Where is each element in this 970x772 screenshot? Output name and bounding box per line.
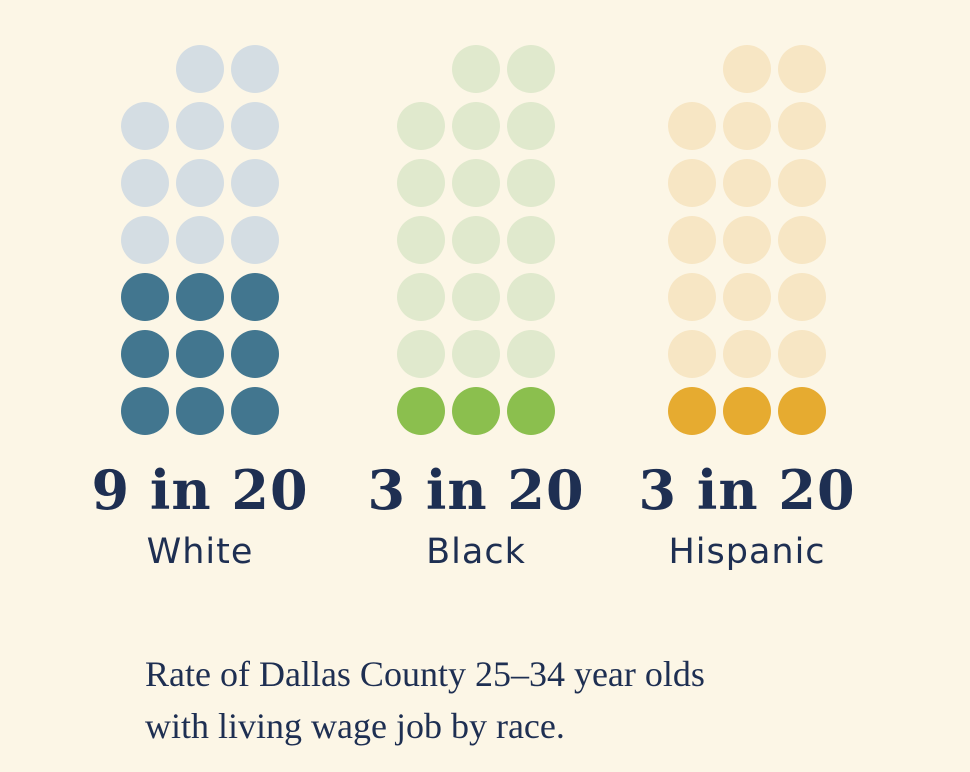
dot-black-empty-17 [452, 102, 500, 150]
dot-hispanic-filled-1 [668, 387, 716, 435]
dot-hispanic-empty-11 [723, 216, 771, 264]
label-hispanic: Hispanic [668, 532, 826, 572]
label-black: Black [426, 532, 526, 572]
stat-hispanic: 3 in 20 [638, 458, 856, 522]
chart-caption: Rate of Dallas County 25–34 year olds wi… [145, 648, 885, 752]
dot-black-empty-10 [397, 216, 445, 264]
dot-black-filled-1 [397, 387, 445, 435]
dot-hispanic-empty-16 [668, 102, 716, 150]
dot-white-filled-8 [176, 273, 224, 321]
dot-white-filled-3 [231, 387, 279, 435]
dot-hispanic-empty-5 [723, 330, 771, 378]
dot-hispanic-empty-6 [778, 330, 826, 378]
dot-black-empty-7 [397, 273, 445, 321]
dot-hispanic-empty-20 [778, 45, 826, 93]
dot-white-empty-18 [231, 102, 279, 150]
label-white: White [146, 532, 254, 572]
dot-hispanic-empty-12 [778, 216, 826, 264]
dot-black-filled-2 [452, 387, 500, 435]
dot-white-empty-11 [176, 216, 224, 264]
dot-black-empty-4 [397, 330, 445, 378]
dot-white-empty-19 [176, 45, 224, 93]
dot-black-filled-3 [507, 387, 555, 435]
dot-hispanic-filled-3 [778, 387, 826, 435]
dot-black-empty-14 [452, 159, 500, 207]
dot-black-empty-6 [507, 330, 555, 378]
dot-hispanic-empty-9 [778, 273, 826, 321]
dot-hispanic-empty-15 [778, 159, 826, 207]
dot-black-empty-13 [397, 159, 445, 207]
dot-white-empty-12 [231, 216, 279, 264]
stat-white: 9 in 20 [91, 458, 309, 522]
dot-white-filled-5 [176, 330, 224, 378]
dot-white-filled-6 [231, 330, 279, 378]
dot-hispanic-empty-14 [723, 159, 771, 207]
dot-white-empty-10 [121, 216, 169, 264]
dot-white-empty-15 [231, 159, 279, 207]
dot-hispanic-empty-8 [723, 273, 771, 321]
dot-hispanic-empty-4 [668, 330, 716, 378]
dot-hispanic-filled-2 [723, 387, 771, 435]
caption-line-1: Rate of Dallas County 25–34 year olds [145, 654, 705, 694]
dot-black-empty-20 [507, 45, 555, 93]
dot-hispanic-empty-10 [668, 216, 716, 264]
dot-white-empty-14 [176, 159, 224, 207]
caption-line-2: with living wage job by race. [145, 706, 565, 746]
dot-white-empty-17 [176, 102, 224, 150]
dot-white-filled-4 [121, 330, 169, 378]
dot-hispanic-empty-18 [778, 102, 826, 150]
dot-white-filled-1 [121, 387, 169, 435]
dot-black-empty-16 [397, 102, 445, 150]
stat-black: 3 in 20 [367, 458, 585, 522]
dot-black-empty-11 [452, 216, 500, 264]
dot-white-empty-16 [121, 102, 169, 150]
dot-hispanic-empty-7 [668, 273, 716, 321]
dot-black-empty-8 [452, 273, 500, 321]
dot-white-filled-9 [231, 273, 279, 321]
dot-hispanic-empty-13 [668, 159, 716, 207]
dot-white-empty-20 [231, 45, 279, 93]
dot-white-empty-13 [121, 159, 169, 207]
dot-black-empty-15 [507, 159, 555, 207]
dot-black-empty-18 [507, 102, 555, 150]
dot-black-empty-12 [507, 216, 555, 264]
dot-hispanic-empty-19 [723, 45, 771, 93]
dot-black-empty-19 [452, 45, 500, 93]
dot-black-empty-9 [507, 273, 555, 321]
dot-white-filled-2 [176, 387, 224, 435]
dot-hispanic-empty-17 [723, 102, 771, 150]
dot-white-filled-7 [121, 273, 169, 321]
dot-black-empty-5 [452, 330, 500, 378]
